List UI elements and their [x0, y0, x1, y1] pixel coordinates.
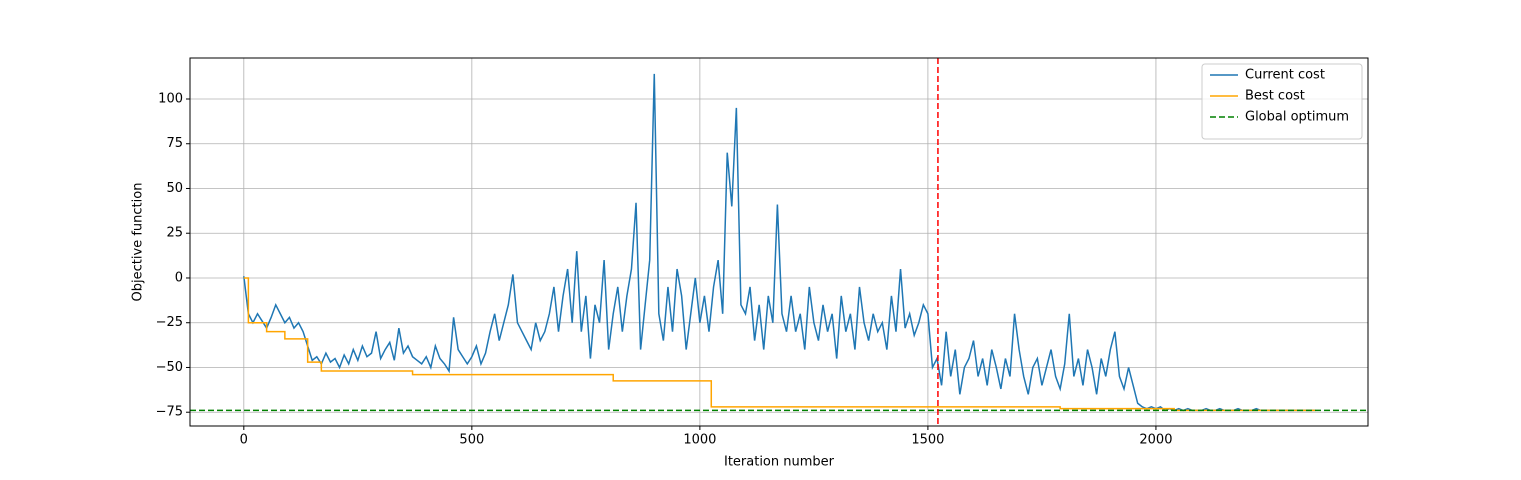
- x-axis-label: Iteration number: [724, 455, 835, 470]
- x-tick-label: 1000: [683, 433, 716, 448]
- x-tick-label: 1500: [911, 433, 944, 448]
- y-tick-label: −50: [156, 360, 183, 375]
- y-tick-label: −25: [156, 315, 183, 330]
- legend-box: [1201, 63, 1363, 140]
- y-tick-label: 0: [175, 270, 183, 285]
- y-tick-label: 75: [166, 136, 183, 151]
- plot-frame: [189, 57, 1369, 427]
- series-line: [243, 277, 1316, 412]
- legend-label: Best cost: [1245, 89, 1305, 104]
- x-tick-label: 0: [240, 433, 248, 448]
- x-tick-label: 500: [459, 433, 484, 448]
- y-tick-label: 100: [158, 91, 183, 106]
- y-tick-label: 25: [166, 226, 183, 241]
- x-tick-label: 2000: [1139, 433, 1172, 448]
- y-axis-label: Objective function: [131, 183, 146, 302]
- y-tick-label: −75: [156, 405, 183, 420]
- legend-label: Global optimum: [1245, 110, 1349, 125]
- y-tick-label: 50: [166, 181, 183, 196]
- series-line: [243, 73, 1316, 412]
- legend-label: Current cost: [1245, 68, 1325, 83]
